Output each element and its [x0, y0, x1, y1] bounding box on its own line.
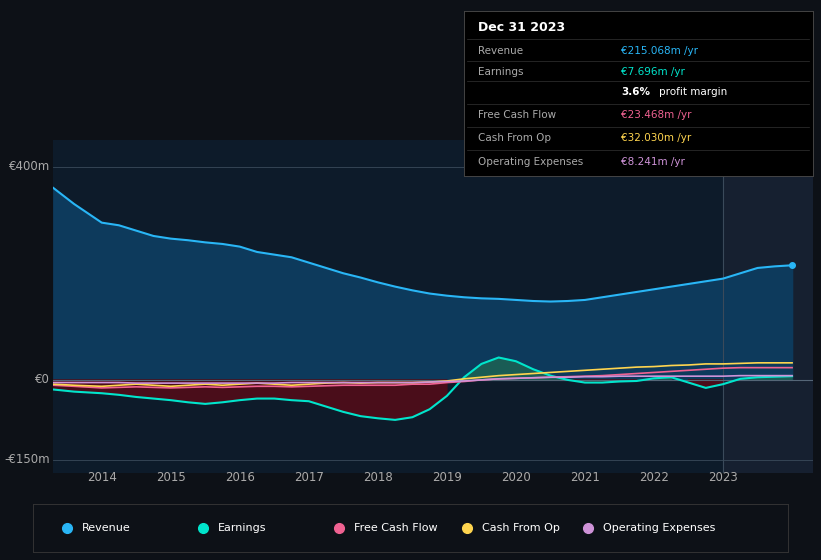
Text: Revenue: Revenue	[82, 523, 131, 533]
Text: Free Cash Flow: Free Cash Flow	[478, 110, 556, 120]
Text: 3.6%: 3.6%	[621, 87, 650, 97]
Text: Free Cash Flow: Free Cash Flow	[354, 523, 438, 533]
Text: 2015: 2015	[156, 471, 186, 484]
Text: €32.030m /yr: €32.030m /yr	[621, 133, 691, 143]
Text: 2016: 2016	[225, 471, 255, 484]
Text: 2022: 2022	[639, 471, 669, 484]
Text: -€150m: -€150m	[5, 454, 50, 466]
Text: Operating Expenses: Operating Expenses	[603, 523, 715, 533]
Text: Operating Expenses: Operating Expenses	[478, 157, 583, 166]
Text: €215.068m /yr: €215.068m /yr	[621, 46, 698, 56]
Text: €0: €0	[35, 374, 50, 386]
Text: Earnings: Earnings	[478, 67, 523, 77]
Text: €400m: €400m	[9, 160, 50, 173]
Text: €23.468m /yr: €23.468m /yr	[621, 110, 691, 120]
Text: Revenue: Revenue	[478, 46, 523, 56]
Text: 2014: 2014	[87, 471, 117, 484]
Text: 2017: 2017	[294, 471, 323, 484]
Text: Cash From Op: Cash From Op	[482, 523, 560, 533]
Bar	[723, 140, 813, 473]
Text: €7.696m /yr: €7.696m /yr	[621, 67, 685, 77]
Text: €8.241m /yr: €8.241m /yr	[621, 157, 685, 166]
Text: 2023: 2023	[709, 471, 738, 484]
Text: Dec 31 2023: Dec 31 2023	[478, 21, 565, 34]
Text: 2021: 2021	[570, 471, 600, 484]
Text: Cash From Op: Cash From Op	[478, 133, 551, 143]
Text: Earnings: Earnings	[218, 523, 266, 533]
Text: 2019: 2019	[432, 471, 462, 484]
Text: profit margin: profit margin	[659, 87, 727, 97]
Text: 2018: 2018	[363, 471, 392, 484]
Text: 2020: 2020	[501, 471, 531, 484]
